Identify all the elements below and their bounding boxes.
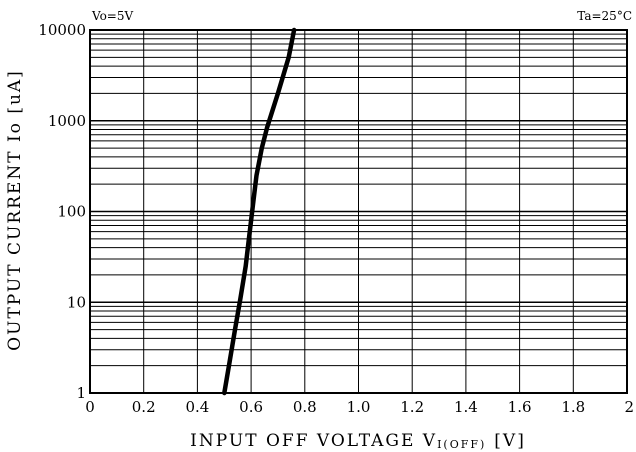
x-axis-title-main: INPUT OFF VOLTAGE V: [190, 431, 437, 451]
x-tick-label: 1.0: [347, 398, 371, 416]
x-tick-label: 0.4: [185, 398, 209, 416]
x-axis-title-unit: [V]: [494, 431, 526, 451]
x-axis-title: INPUT OFF VOLTAGE VI(OFF) [V]: [190, 431, 526, 451]
x-tick-label: 1.4: [454, 398, 478, 416]
x-tick-label: 0: [85, 398, 95, 416]
y-tick-label: 1000: [48, 112, 86, 130]
x-axis-title-subscript: I(OFF): [437, 438, 486, 451]
x-tick-label: 1.2: [400, 398, 424, 416]
y-axis-title: OUTPUT CURRENT Io [uA]: [5, 69, 25, 351]
x-tick-label: 1.6: [508, 398, 532, 416]
x-tick-label: 2: [624, 398, 634, 416]
y-tick-label: 10000: [38, 21, 86, 39]
y-tick-labels: 1 10 100 1000 10000: [38, 21, 86, 402]
y-tick-label: 10: [67, 293, 86, 311]
plot-frame: [89, 29, 628, 394]
x-tick-labels: 0 0.2 0.4 0.6 0.8 1.0 1.2 1.4 1.6 1.8 2: [85, 398, 634, 416]
y-tick-label: 100: [57, 203, 86, 221]
grid: [89, 30, 628, 394]
x-tick-label: 0.2: [132, 398, 156, 416]
x-tick-label: 1.8: [561, 398, 585, 416]
condition-note-right: Ta=25°C: [577, 9, 632, 23]
y-tick-label: 1: [76, 384, 86, 402]
condition-note-left: Vo=5V: [91, 9, 133, 23]
x-tick-label: 0.8: [293, 398, 317, 416]
series-line: [222, 27, 297, 396]
x-tick-label: 0.6: [239, 398, 263, 416]
